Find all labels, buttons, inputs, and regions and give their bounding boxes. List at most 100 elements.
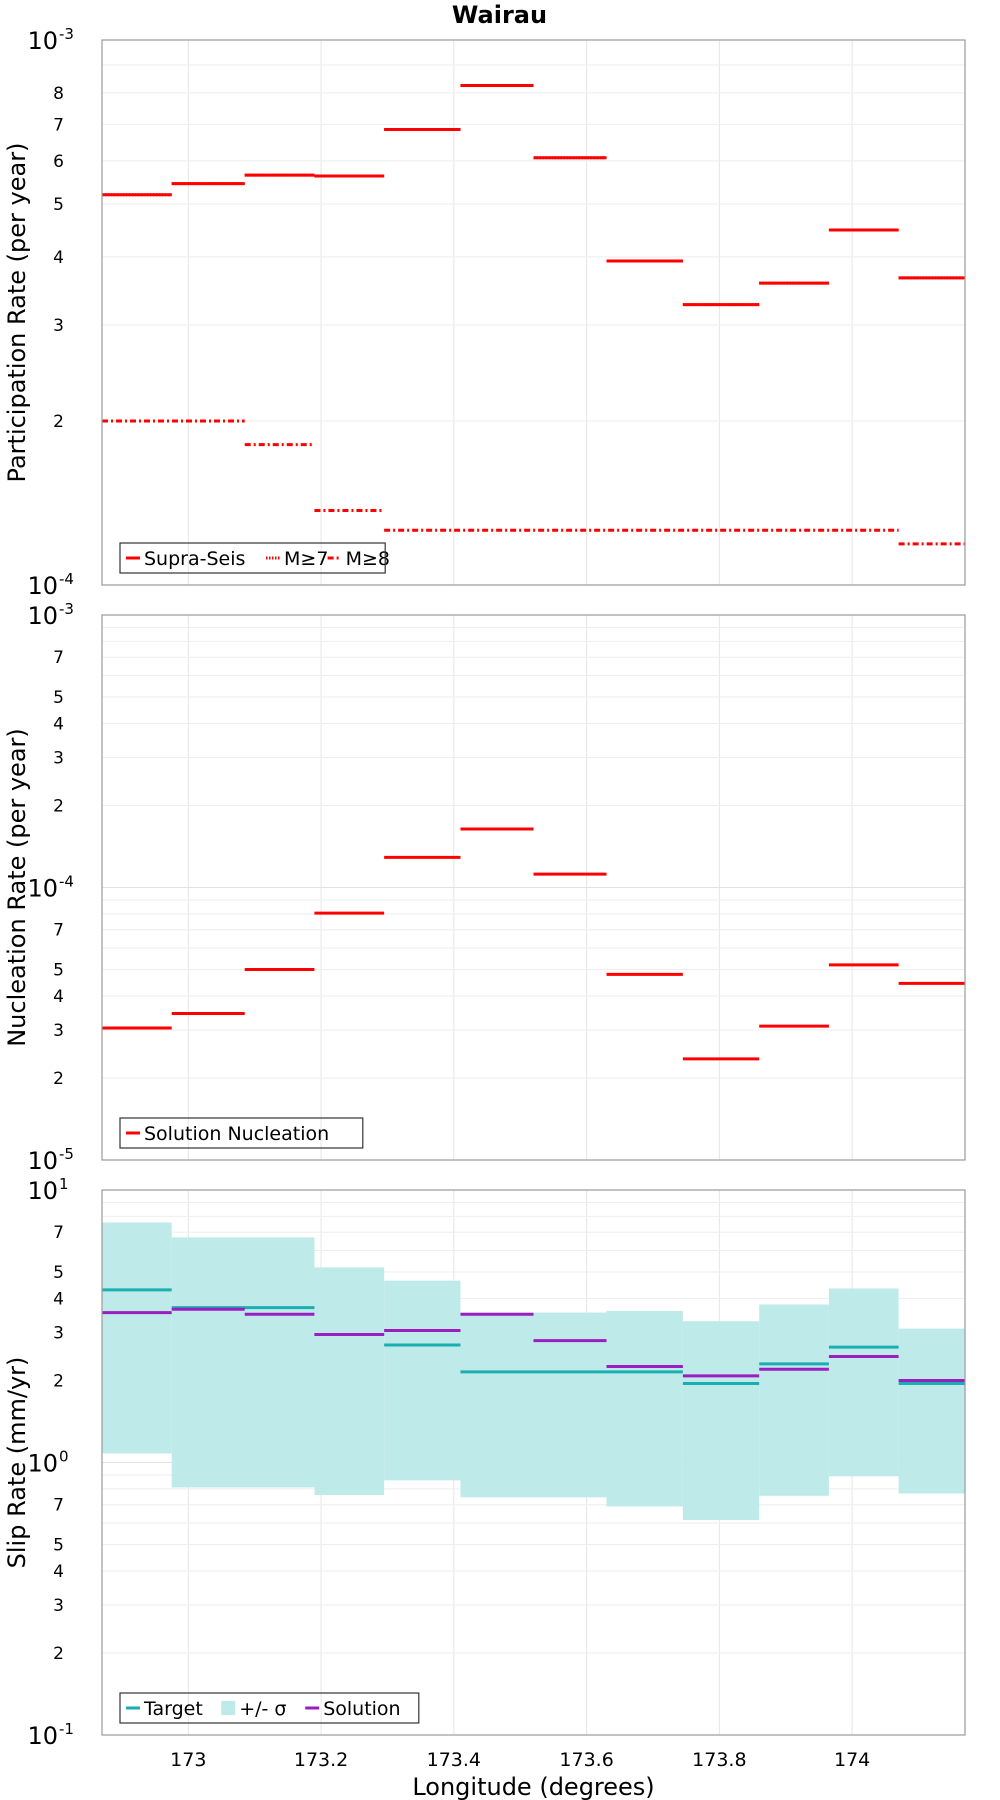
plot-frame xyxy=(101,1189,966,1736)
sigma-band-segment xyxy=(460,1312,607,1498)
x-tick-labels: 173 173.2 173.4 173.6 173.8 174 xyxy=(170,1749,870,1771)
y-tick-label: 7 xyxy=(53,1223,64,1243)
y-tick-label-major: 10 xyxy=(27,1177,58,1205)
chart-title: Wairau xyxy=(452,1,547,29)
y-tick-label: 6 xyxy=(53,152,64,172)
y-tick-exponent: 0 xyxy=(59,1448,69,1466)
legend-box xyxy=(119,1692,420,1724)
legend-label: Supra-Seis xyxy=(144,548,245,570)
y-tick-exponent: -5 xyxy=(59,1145,74,1163)
y-tick-label-major: 10 xyxy=(27,1722,58,1750)
sigma-band-segment xyxy=(384,1280,461,1481)
y-tick-label: 7 xyxy=(53,921,64,941)
y-tick-label: 2 xyxy=(53,796,64,816)
sigma-band-segment xyxy=(682,1321,760,1521)
y-tick-label: 2 xyxy=(53,1371,64,1391)
y-axis-label: Nucleation Rate (per year) xyxy=(3,728,31,1047)
y-tick-label: 7 xyxy=(53,1496,64,1516)
y-tick-label: 8 xyxy=(53,84,64,104)
legend-label: Target xyxy=(143,1698,203,1720)
gridlines xyxy=(102,39,965,586)
sigma-band-segment xyxy=(314,1267,385,1495)
legend-entry: Solution xyxy=(305,1698,401,1720)
y-tick-label: 2 xyxy=(53,1644,64,1664)
y-tick-label: 4 xyxy=(53,714,64,734)
y-tick-exponent: -4 xyxy=(59,570,74,588)
legend-label: M≥8 xyxy=(346,548,390,570)
legend-entry: Target xyxy=(126,1698,203,1720)
plot-frame xyxy=(101,614,966,1161)
legend-label: Solution Nucleation xyxy=(144,1123,329,1145)
legend: Target +/- σ Solution xyxy=(119,1692,420,1724)
y-tick-label: 4 xyxy=(53,248,64,268)
y-axis-label: Participation Rate (per year) xyxy=(3,143,31,483)
x-tick-label: 173.6 xyxy=(559,1749,613,1771)
x-tick-label: 173.2 xyxy=(294,1749,348,1771)
sigma-band-segment xyxy=(828,1288,899,1477)
y-tick-label-major: 10 xyxy=(27,602,58,630)
y-tick-label: 4 xyxy=(53,1562,64,1582)
x-tick-label: 173.8 xyxy=(692,1749,746,1771)
y-tick-label: 3 xyxy=(53,316,64,336)
y-tick-label: 3 xyxy=(53,1596,64,1616)
sigma-band-segment xyxy=(102,1222,172,1454)
y-tick-exponent: -4 xyxy=(59,873,74,891)
legend-box xyxy=(119,542,386,574)
y-tick-exponent: -3 xyxy=(59,25,74,43)
y-tick-label-major: 10 xyxy=(27,27,58,55)
y-tick-label: 5 xyxy=(53,1263,64,1283)
legend-entry: M≥7 xyxy=(266,548,328,570)
x-axis-label: Longitude (degrees) xyxy=(412,1773,654,1800)
sigma-band-segment xyxy=(606,1310,683,1507)
series-solution-nucleation xyxy=(102,827,965,1061)
y-tick-label-major: 10 xyxy=(27,1147,58,1175)
legend: Solution Nucleation xyxy=(119,1117,364,1149)
x-tick-label: 174 xyxy=(834,1749,870,1771)
y-tick-label: 5 xyxy=(53,688,64,708)
y-axis-label: Slip Rate (mm/yr) xyxy=(3,1357,31,1569)
legend-label: +/- σ xyxy=(239,1698,286,1720)
sigma-band xyxy=(102,1222,965,1521)
legend: Supra-Seis M≥7 M≥8 xyxy=(119,542,390,574)
sigma-band-segment xyxy=(898,1328,965,1494)
y-tick-label: 3 xyxy=(53,1021,64,1041)
y-tick-label: 5 xyxy=(53,961,64,981)
y-tick-label: 4 xyxy=(53,987,64,1007)
y-tick-label: 5 xyxy=(53,195,64,215)
y-tick-label: 2 xyxy=(53,1069,64,1089)
y-tick-label: 2 xyxy=(53,412,64,432)
series-m-8 xyxy=(102,419,965,546)
plot-frame xyxy=(101,39,966,586)
legend-entry: Solution Nucleation xyxy=(126,1123,329,1145)
y-tick-label-major: 10 xyxy=(27,572,58,600)
series-solution xyxy=(102,1307,965,1382)
series-m-7 xyxy=(102,84,965,307)
plot-area xyxy=(102,40,965,585)
legend-label: Solution xyxy=(323,1698,400,1720)
y-tick-label: 5 xyxy=(53,1536,64,1556)
legend-entry: Supra-Seis xyxy=(126,548,245,570)
y-tick-exponent: -3 xyxy=(59,600,74,618)
y-tick-exponent: 1 xyxy=(59,1175,69,1193)
legend-entry: M≥8 xyxy=(327,548,390,570)
y-tick-label: 3 xyxy=(53,1323,64,1343)
y-tick-label: 7 xyxy=(53,115,64,135)
gridlines xyxy=(102,614,965,1161)
legend-label: M≥7 xyxy=(284,548,328,570)
y-tick-exponent: -1 xyxy=(59,1720,74,1738)
y-tick-label-major: 10 xyxy=(27,1450,58,1478)
x-tick-label: 173.4 xyxy=(427,1749,481,1771)
y-tick-label: 3 xyxy=(53,748,64,768)
sigma-band-segment xyxy=(171,1237,315,1488)
y-tick-label-major: 10 xyxy=(27,875,58,903)
legend-entry: +/- σ xyxy=(221,1698,286,1720)
legend-box xyxy=(119,1117,364,1149)
x-tick-label: 173 xyxy=(170,1749,206,1771)
